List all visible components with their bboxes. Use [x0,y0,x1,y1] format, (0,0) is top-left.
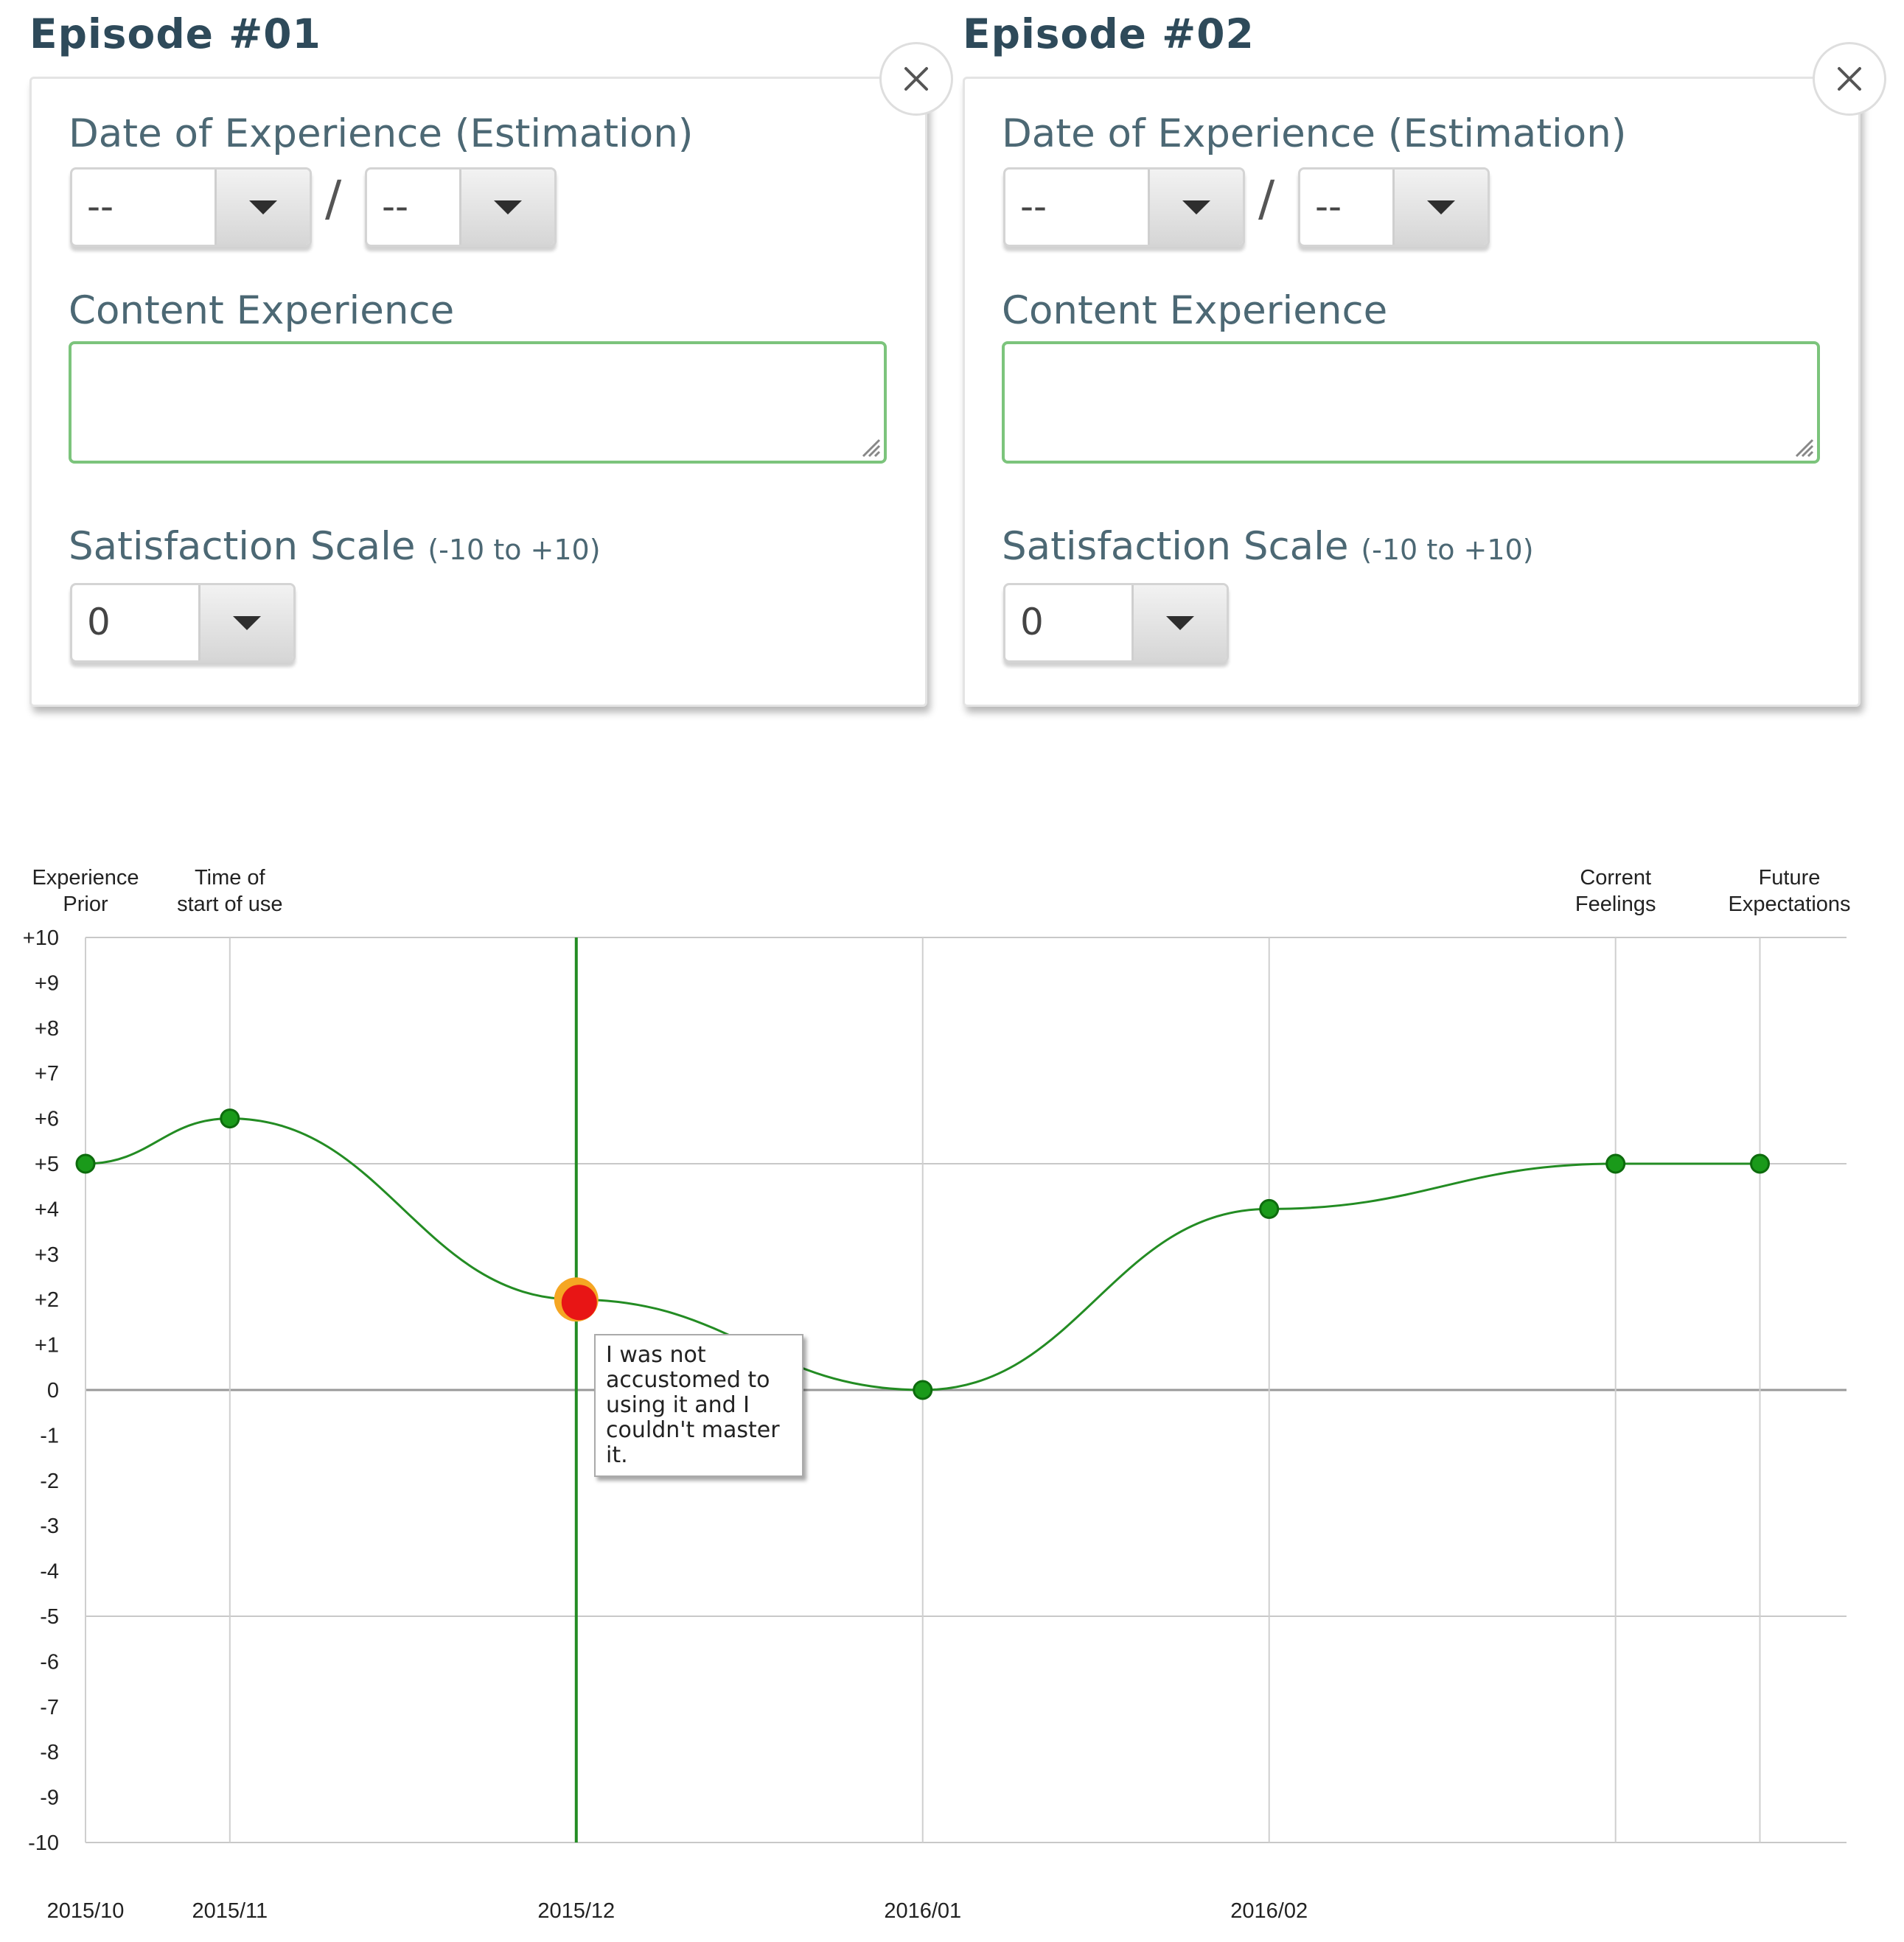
caret-down-icon [1182,200,1210,214]
resize-grip-icon[interactable] [859,436,881,458]
y-tick-label: +7 [35,1062,59,1086]
caret-down-icon [233,615,261,630]
y-tick-label: -3 [40,1515,59,1538]
data-point [913,1380,933,1400]
column-label: Corrent [1580,866,1651,890]
date-label: Date of Experience (Estimation) [69,111,694,156]
y-tick-label: +3 [35,1243,59,1267]
scale-label-text: Satisfaction Scale [69,524,416,569]
column-label: Feelings [1575,893,1656,916]
y-tick-label: +8 [35,1017,59,1041]
y-tick-label: +2 [35,1288,59,1312]
date-separator: / [1258,170,1275,227]
x-tick-label: 2016/01 [884,1899,961,1923]
month-select[interactable]: -- [365,167,557,247]
episode-card: Date of Experience (Estimation) -- / -- … [963,42,1886,707]
y-tick-label: +9 [35,971,59,995]
year-select[interactable]: -- [1003,167,1245,247]
column-label: Prior [63,893,108,916]
content-label: Content Experience [1002,288,1388,333]
y-tick-label: -4 [40,1560,59,1584]
close-icon [904,67,928,91]
close-icon [1838,67,1861,91]
caret-down-icon [1427,200,1455,214]
dropdown-button[interactable] [215,170,310,245]
column-label: Future [1759,866,1821,890]
resize-grip-icon[interactable] [1792,436,1814,458]
scale-select[interactable]: 0 [1003,583,1229,663]
y-tick-label: -5 [40,1605,59,1629]
data-point [1605,1153,1626,1174]
month-select[interactable]: -- [1298,167,1490,247]
highlight-point [561,1285,597,1321]
caret-down-icon [1166,615,1194,630]
column-label: Time of [195,866,266,890]
y-tick-label: -1 [40,1424,59,1447]
date-label: Date of Experience (Estimation) [1002,111,1627,156]
y-tick-label: -8 [40,1741,59,1764]
y-tick-label: -10 [28,1831,59,1855]
y-tick-label: -6 [40,1650,59,1674]
scale-label: Satisfaction Scale (-10 to +10) [1002,524,1534,569]
y-tick-label: 0 [47,1379,59,1403]
y-tick-label: +4 [35,1198,59,1221]
caret-down-icon [249,200,277,214]
year-select-value: -- [87,185,114,228]
y-tick-label: -9 [40,1786,59,1810]
close-button[interactable] [1813,42,1886,116]
y-tick-label: +5 [35,1153,59,1176]
column-label: Experience [32,866,139,890]
satisfaction-chart: +10+9+8+7+6+5+4+3+2+10-1-2-3-4-5-6-7-8-9… [23,866,1851,1923]
date-separator: / [325,170,342,227]
y-tick-label: +1 [35,1334,59,1358]
caret-down-icon [494,200,522,214]
dropdown-button[interactable] [1131,585,1227,660]
scale-hint: (-10 to +10) [1361,534,1534,566]
dropdown-button[interactable] [1148,170,1243,245]
x-tick-label: 2015/10 [47,1899,125,1923]
scale-label: Satisfaction Scale (-10 to +10) [69,524,601,569]
dropdown-button[interactable] [459,170,554,245]
scale-select[interactable]: 0 [70,583,296,663]
month-select-value: -- [382,185,409,228]
content-textarea[interactable] [1002,341,1820,464]
scale-hint: (-10 to +10) [428,534,601,566]
dropdown-button[interactable] [1392,170,1488,245]
point-tooltip: I was not accustomed to using it and I c… [594,1334,803,1477]
data-point [220,1108,240,1129]
scale-select-value: 0 [1020,601,1044,643]
episode-card: Date of Experience (Estimation) -- / -- … [29,42,953,707]
content-label: Content Experience [69,288,455,333]
data-point [1750,1153,1771,1174]
content-textarea[interactable] [69,341,887,464]
episode-title: Episode #02 [963,10,1255,57]
dropdown-button[interactable] [198,585,293,660]
scale-label-text: Satisfaction Scale [1002,524,1349,569]
scale-select-value: 0 [87,601,111,643]
y-tick-label: -7 [40,1696,59,1719]
y-tick-label: +6 [35,1108,59,1131]
x-tick-label: 2016/02 [1230,1899,1308,1923]
data-point [75,1153,96,1174]
x-tick-label: 2015/12 [537,1899,615,1923]
y-tick-label: +10 [23,926,59,950]
year-select[interactable]: -- [70,167,312,247]
episode-title: Episode #01 [29,10,321,57]
y-tick-label: -2 [40,1470,59,1493]
month-select-value: -- [1315,185,1342,228]
x-tick-label: 2015/11 [192,1899,268,1923]
data-point [1259,1198,1280,1219]
close-button[interactable] [879,42,953,116]
year-select-value: -- [1020,185,1047,228]
column-label: Expectations [1728,893,1850,916]
column-label: start of use [177,893,282,916]
